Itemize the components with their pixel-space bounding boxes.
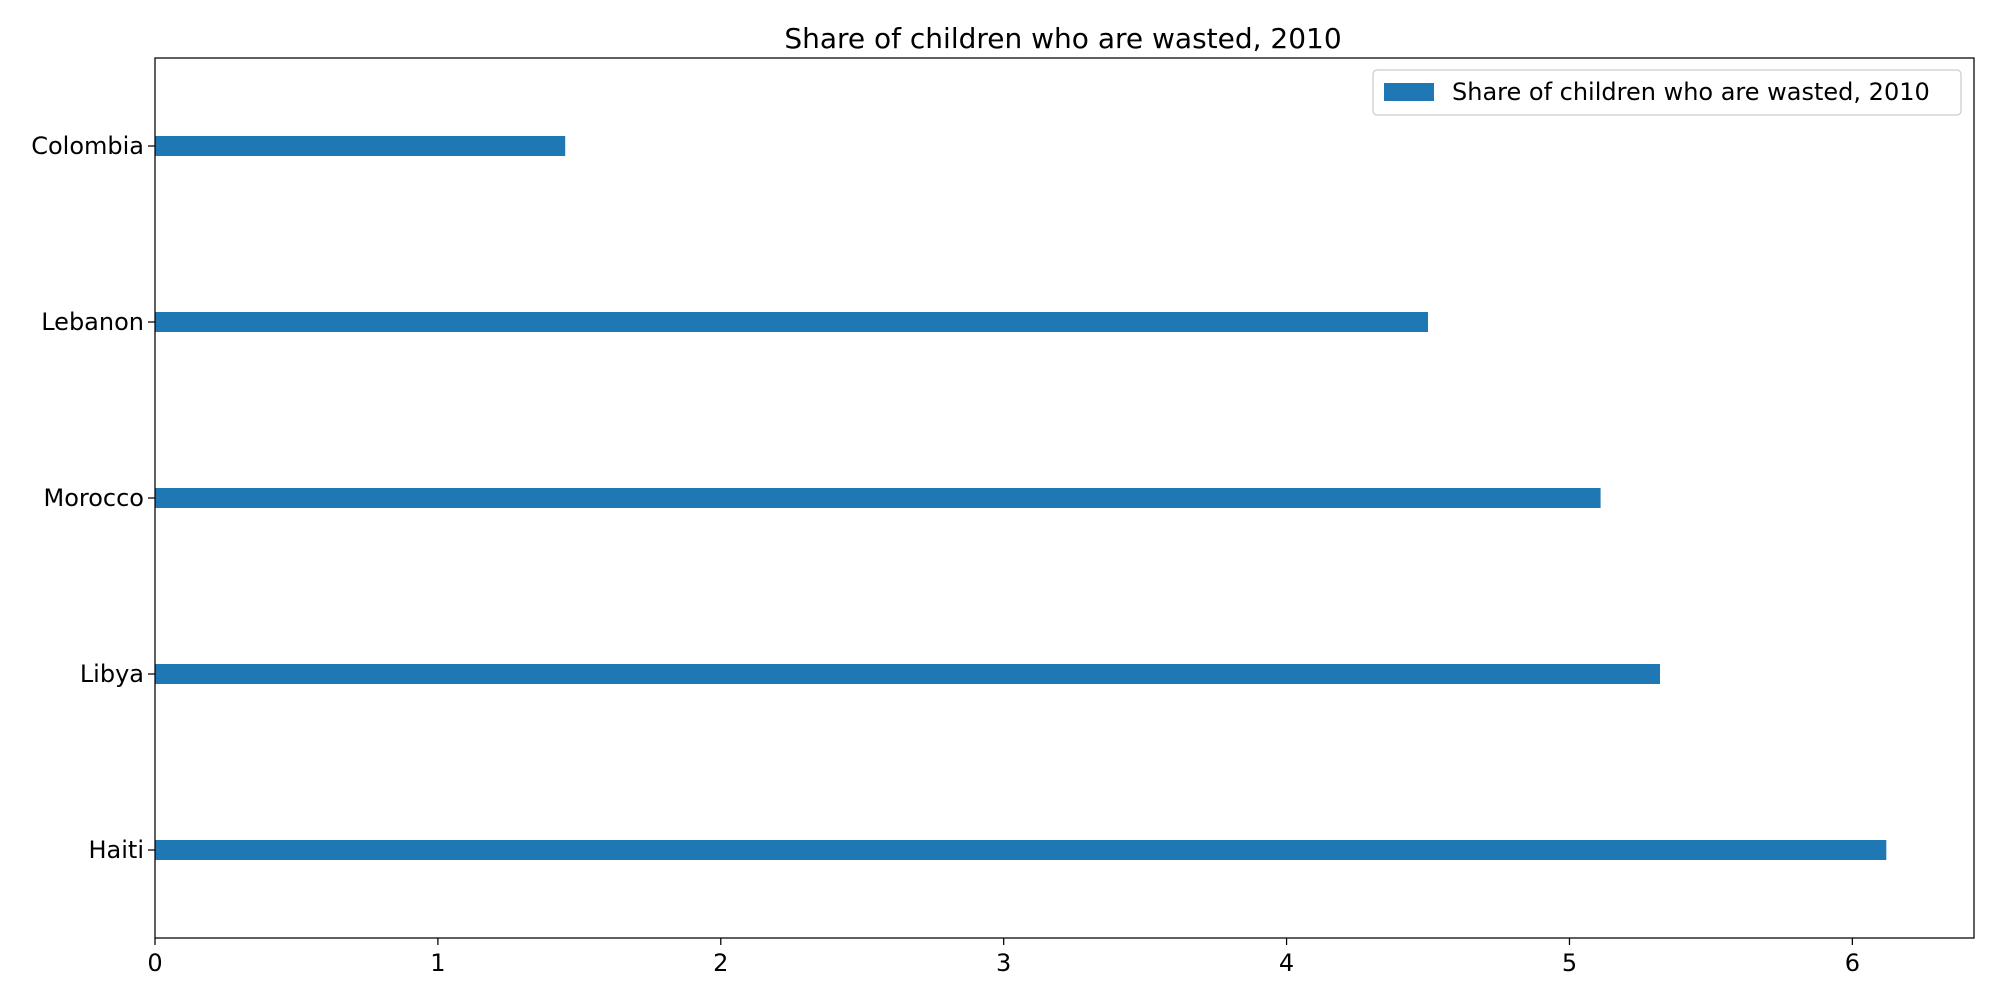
bars-layer xyxy=(155,136,1887,860)
bar-libya xyxy=(155,664,1660,684)
y-tick-label: Morocco xyxy=(44,484,145,512)
bar-haiti xyxy=(155,840,1887,860)
y-tick-label: Colombia xyxy=(31,132,144,160)
legend-box xyxy=(1372,69,1962,116)
chart-title: Share of children who are wasted, 2010 xyxy=(784,22,1341,55)
x-tick-label: 2 xyxy=(713,949,728,977)
legend-label: Share of children who are wasted, 2010 xyxy=(1452,78,1930,106)
x-tick-label: 1 xyxy=(430,949,445,977)
x-tick-label: 6 xyxy=(1845,949,1860,977)
x-axis: 0 1 2 3 4 5 6 xyxy=(147,938,1860,977)
y-axis: Colombia Lebanon Morocco Libya Haiti xyxy=(31,132,155,864)
bar-colombia xyxy=(155,136,566,156)
y-tick-label: Lebanon xyxy=(41,308,144,336)
x-tick-label: 4 xyxy=(1279,949,1294,977)
legend-swatch xyxy=(1384,83,1434,101)
y-tick-label: Libya xyxy=(80,660,144,688)
bar-lebanon xyxy=(155,312,1429,332)
x-tick-label: 5 xyxy=(1562,949,1577,977)
x-tick-label: 0 xyxy=(147,949,162,977)
x-tick-label: 3 xyxy=(996,949,1011,977)
bar-morocco xyxy=(155,488,1601,508)
y-tick-label: Haiti xyxy=(89,836,145,864)
legend: Share of children who are wasted, 2010 xyxy=(1372,69,1962,116)
